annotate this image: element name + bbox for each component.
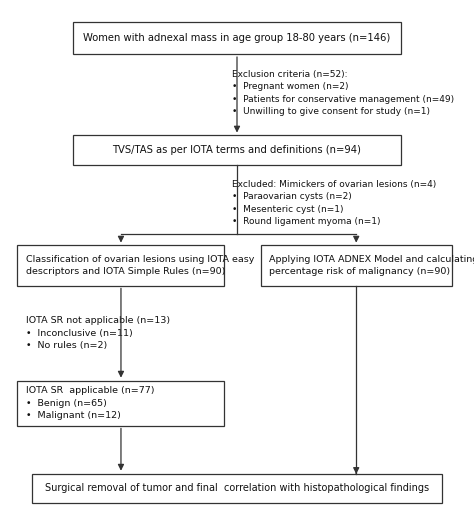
- FancyBboxPatch shape: [73, 22, 401, 54]
- FancyBboxPatch shape: [18, 245, 225, 286]
- Text: Women with adnexal mass in age group 18-80 years (n=146): Women with adnexal mass in age group 18-…: [83, 33, 391, 43]
- Text: Classification of ovarian lesions using IOTA easy
descriptors and IOTA Simple Ru: Classification of ovarian lesions using …: [26, 255, 254, 276]
- Text: Exclusion criteria (n=52):
•  Pregnant women (n=2)
•  Patients for conservative : Exclusion criteria (n=52): • Pregnant wo…: [231, 70, 454, 116]
- FancyBboxPatch shape: [261, 245, 452, 286]
- Text: TVS/TAS as per IOTA terms and definitions (n=94): TVS/TAS as per IOTA terms and definition…: [112, 145, 362, 155]
- FancyBboxPatch shape: [18, 380, 225, 426]
- Text: Excluded: Mimickers of ovarian lesions (n=4)
•  Paraovarian cysts (n=2)
•  Mesen: Excluded: Mimickers of ovarian lesions (…: [231, 180, 436, 226]
- Text: IOTA SR not applicable (n=13)
•  Inconclusive (n=11)
•  No rules (n=2): IOTA SR not applicable (n=13) • Inconclu…: [26, 316, 170, 350]
- Text: IOTA SR  applicable (n=77)
•  Benign (n=65)
•  Malignant (n=12): IOTA SR applicable (n=77) • Benign (n=65…: [26, 387, 154, 420]
- FancyBboxPatch shape: [73, 135, 401, 166]
- FancyBboxPatch shape: [32, 474, 442, 503]
- Text: Applying IOTA ADNEX Model and calculating
percentage risk of malignancy (n=90): Applying IOTA ADNEX Model and calculatin…: [269, 255, 474, 276]
- Text: Surgical removal of tumor and final  correlation with histopathological findings: Surgical removal of tumor and final corr…: [45, 483, 429, 493]
